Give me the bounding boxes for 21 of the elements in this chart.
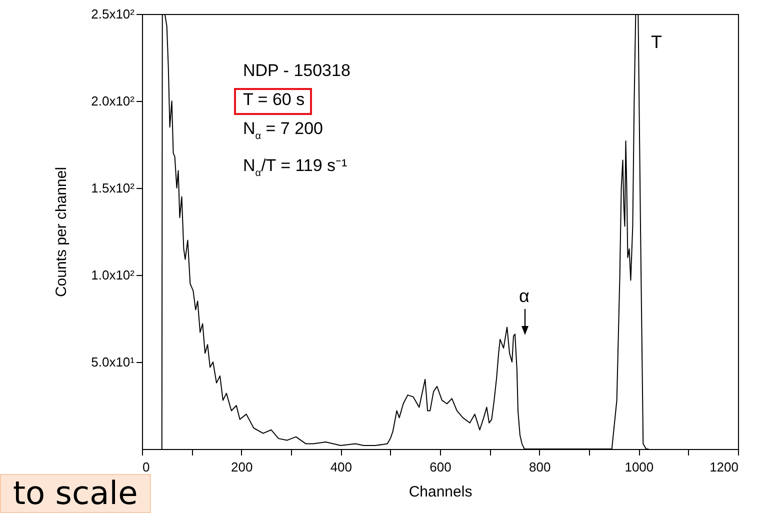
y-axis-title: Counts per channel [53, 166, 70, 298]
annotation: α [519, 286, 530, 306]
x-tick-label: 600 [430, 460, 452, 474]
annotation: N$_{α}$/T = 119 s⁻¹ [243, 155, 348, 181]
text: to scale [0, 474, 151, 513]
annotation: NDP - 150318 [243, 60, 350, 82]
y-tick-label: 1.5x10² [91, 180, 136, 196]
x-tick-label: 1000 [624, 460, 654, 474]
x-tick-label: 400 [330, 460, 352, 474]
annotation: N$_{α}$ = 7 200 [243, 118, 324, 144]
x-axis-title: Channels [408, 484, 472, 500]
annotation: T [651, 32, 662, 52]
x-tick-label: 800 [528, 460, 551, 474]
y-tick-label: 2.0x10² [91, 94, 136, 108]
y-tick-label: 1.0x10² [91, 268, 136, 282]
x-tick-label: 0 [142, 460, 150, 474]
x-tick-label: 200 [230, 460, 253, 474]
y-tick-label: 2.5x10² [91, 6, 136, 22]
y-tick-label: 5.0x10¹ [91, 354, 136, 370]
x-tick-label: 1200 [710, 460, 738, 474]
annotation: T = 60 s [243, 90, 305, 109]
